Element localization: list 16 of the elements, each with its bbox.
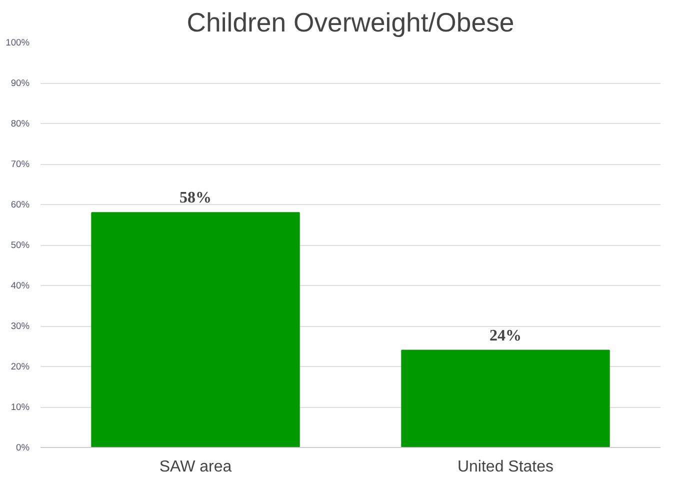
chart-title: Children Overweight/Obese	[186, 8, 514, 38]
y-tick-label: 80%	[10, 118, 30, 128]
x-tick-label: SAW area	[159, 458, 232, 476]
y-tick-label: 40%	[10, 280, 30, 290]
y-tick-label: 70%	[10, 159, 30, 169]
y-tick-label: 0%	[16, 442, 30, 452]
y-tick-label: 60%	[10, 200, 30, 210]
data-label: 24%	[490, 327, 522, 344]
x-tick-label: United States	[457, 458, 554, 476]
y-tick-label: 100%	[6, 38, 30, 48]
y-tick-label: 20%	[10, 362, 30, 372]
y-tick-label: 50%	[10, 240, 30, 250]
y-tick-label: 10%	[10, 402, 30, 412]
data-label: 58%	[180, 190, 212, 207]
y-tick-label: 30%	[10, 321, 30, 331]
y-tick-label: 90%	[10, 78, 30, 88]
